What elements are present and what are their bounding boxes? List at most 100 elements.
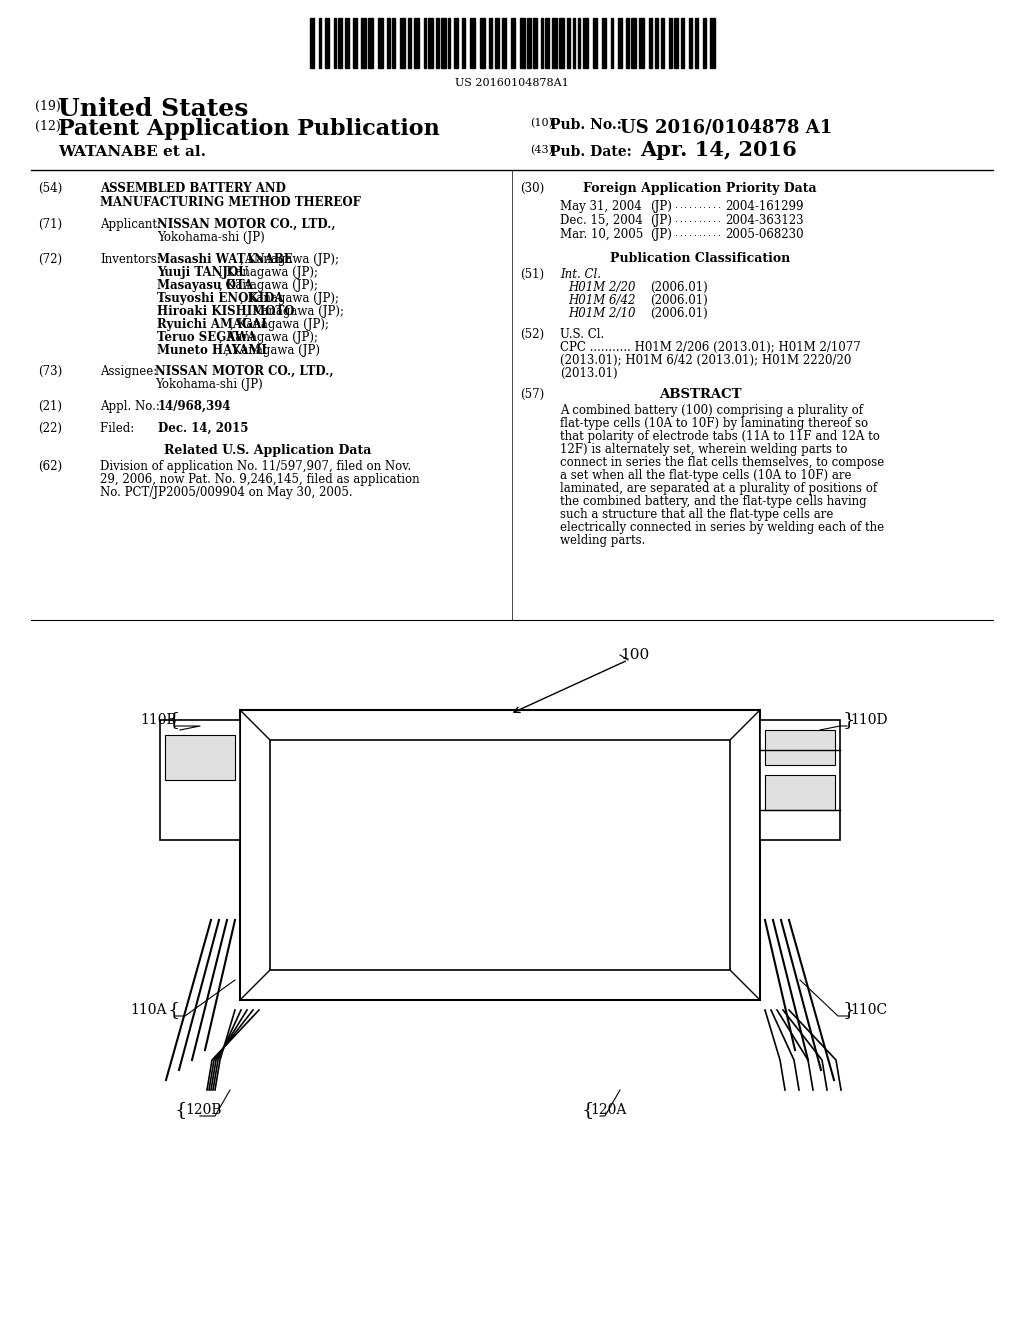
Text: .: . xyxy=(675,214,678,224)
Text: (73): (73) xyxy=(38,366,62,378)
Bar xyxy=(765,775,835,810)
Text: U.S. Cl.: U.S. Cl. xyxy=(560,327,604,341)
Bar xyxy=(639,18,644,69)
Text: .: . xyxy=(694,201,697,210)
Text: .: . xyxy=(718,228,721,238)
Bar xyxy=(765,730,835,766)
Bar xyxy=(631,18,636,69)
Text: MANUFACTURING METHOD THEREOF: MANUFACTURING METHOD THEREOF xyxy=(100,195,360,209)
Text: Foreign Application Priority Data: Foreign Application Priority Data xyxy=(584,182,817,195)
Text: (JP): (JP) xyxy=(650,201,672,213)
Bar xyxy=(534,18,537,69)
Bar xyxy=(449,18,450,69)
Text: .: . xyxy=(689,214,692,224)
Text: Int. Cl.: Int. Cl. xyxy=(560,268,601,281)
Text: .: . xyxy=(703,214,707,224)
Text: 110C: 110C xyxy=(850,1003,887,1016)
Bar xyxy=(559,18,564,69)
Bar xyxy=(626,18,629,69)
Text: , Kanagawa (JP);: , Kanagawa (JP); xyxy=(219,267,318,279)
Text: , Kanagawa (JP);: , Kanagawa (JP); xyxy=(241,253,339,267)
Text: Division of application No. 11/597,907, filed on Nov.: Division of application No. 11/597,907, … xyxy=(100,459,412,473)
Bar xyxy=(552,18,557,69)
Text: Appl. No.:: Appl. No.: xyxy=(100,400,164,413)
Text: Related U.S. Application Data: Related U.S. Application Data xyxy=(164,444,372,457)
Text: , Kanagawa (JP);: , Kanagawa (JP); xyxy=(219,279,318,292)
Text: .: . xyxy=(675,228,678,238)
Text: electrically connected in series by welding each of the: electrically connected in series by weld… xyxy=(560,521,884,535)
Text: 120A: 120A xyxy=(590,1104,627,1117)
Text: (62): (62) xyxy=(38,459,62,473)
Text: .: . xyxy=(713,201,716,210)
Bar xyxy=(338,18,342,69)
Bar xyxy=(662,18,664,69)
Text: (57): (57) xyxy=(520,388,544,401)
Text: ASSEMBLED BATTERY AND: ASSEMBLED BATTERY AND xyxy=(100,182,286,195)
Bar xyxy=(511,18,515,69)
Bar xyxy=(618,18,622,69)
Text: (30): (30) xyxy=(520,182,544,195)
Text: NISSAN MOTOR CO., LTD.,: NISSAN MOTOR CO., LTD., xyxy=(157,218,336,231)
Text: .: . xyxy=(703,228,707,238)
Text: Pub. Date:: Pub. Date: xyxy=(550,145,632,158)
Text: Tsuyoshi ENOKIDA: Tsuyoshi ENOKIDA xyxy=(157,292,284,305)
Text: .: . xyxy=(698,228,701,238)
Text: , Kanagawa (JP);: , Kanagawa (JP); xyxy=(241,292,339,305)
Text: .: . xyxy=(718,201,721,210)
Text: , Kanagawa (JP);: , Kanagawa (JP); xyxy=(219,331,318,345)
Text: flat-type cells (10A to 10F) by laminating thereof so: flat-type cells (10A to 10F) by laminati… xyxy=(560,417,868,430)
Text: H01M 2/10: H01M 2/10 xyxy=(568,308,636,319)
Bar xyxy=(695,18,698,69)
Text: .: . xyxy=(709,201,711,210)
Text: 2005-068230: 2005-068230 xyxy=(725,228,804,242)
Text: .: . xyxy=(709,214,711,224)
Bar xyxy=(319,18,321,69)
Text: ABSTRACT: ABSTRACT xyxy=(658,388,741,401)
Bar xyxy=(441,18,446,69)
Text: .: . xyxy=(709,228,711,238)
Text: welding parts.: welding parts. xyxy=(560,535,645,546)
Bar xyxy=(270,741,730,970)
Text: Ryuichi AMAGAI: Ryuichi AMAGAI xyxy=(157,318,266,331)
Text: .: . xyxy=(698,214,701,224)
Text: .: . xyxy=(684,214,687,224)
Bar xyxy=(502,18,506,69)
Text: .: . xyxy=(684,228,687,238)
Bar xyxy=(325,18,329,69)
Bar xyxy=(378,18,383,69)
Bar xyxy=(527,18,531,69)
Text: A combined battery (100) comprising a plurality of: A combined battery (100) comprising a pl… xyxy=(560,404,863,417)
Text: laminated, are separated at a plurality of positions of: laminated, are separated at a plurality … xyxy=(560,482,878,495)
Text: Assignee:: Assignee: xyxy=(100,366,161,378)
Text: CPC ........... H01M 2/206 (2013.01); H01M 2/1077: CPC ........... H01M 2/206 (2013.01); H0… xyxy=(560,341,861,354)
Bar xyxy=(436,18,439,69)
Text: (2013.01): (2013.01) xyxy=(560,367,617,380)
Text: , Kanagawa (JP);: , Kanagawa (JP); xyxy=(246,305,344,318)
Text: Publication Classification: Publication Classification xyxy=(610,252,791,265)
Text: Applicant:: Applicant: xyxy=(100,218,165,231)
Bar xyxy=(674,18,678,69)
Text: .: . xyxy=(680,228,683,238)
Text: 110D: 110D xyxy=(850,713,888,727)
Text: that polarity of electrode tabs (11A to 11F and 12A to: that polarity of electrode tabs (11A to … xyxy=(560,430,880,444)
Text: .: . xyxy=(713,214,716,224)
Text: (19): (19) xyxy=(35,100,60,114)
Bar xyxy=(703,18,706,69)
Bar xyxy=(428,18,433,69)
Text: Apr. 14, 2016: Apr. 14, 2016 xyxy=(640,140,797,160)
Text: (72): (72) xyxy=(38,253,62,267)
Text: (2006.01): (2006.01) xyxy=(650,308,708,319)
Text: 14/968,394: 14/968,394 xyxy=(158,400,231,413)
Text: }: } xyxy=(843,711,855,729)
Text: Masayasu OTA: Masayasu OTA xyxy=(157,279,253,292)
Bar xyxy=(655,18,658,69)
Text: No. PCT/JP2005/009904 on May 30, 2005.: No. PCT/JP2005/009904 on May 30, 2005. xyxy=(100,486,352,499)
Bar xyxy=(408,18,411,69)
Text: .: . xyxy=(718,214,721,224)
Bar xyxy=(649,18,652,69)
Bar xyxy=(495,18,499,69)
Text: .: . xyxy=(684,201,687,210)
Text: a set when all the flat-type cells (10A to 10F) are: a set when all the flat-type cells (10A … xyxy=(560,469,852,482)
Text: 120B: 120B xyxy=(185,1104,221,1117)
Text: .: . xyxy=(698,201,701,210)
